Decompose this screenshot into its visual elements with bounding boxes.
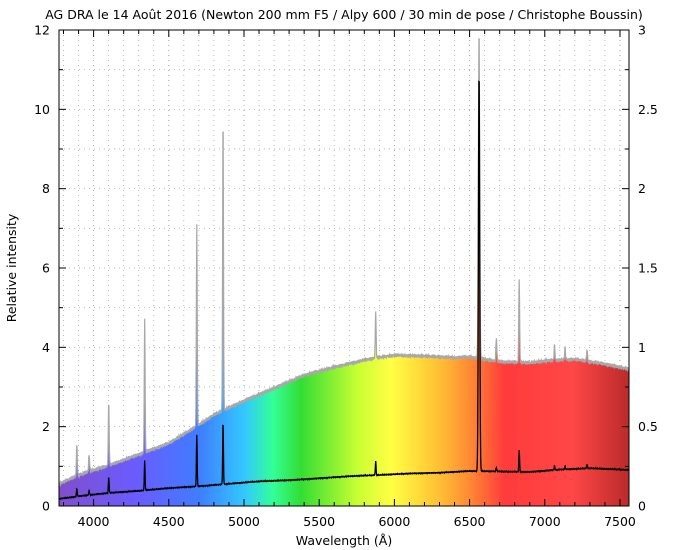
x-tick-label: 5000 [228,514,260,529]
y-tick-label: 10 [34,102,50,117]
y-tick-label: 8 [42,181,50,196]
x-tick-label: 5500 [303,514,335,529]
spectrum-fill-area [59,38,629,506]
y-tick-labels: 0 2 4 6 8 10 12 [34,23,50,514]
axis-ticks [59,29,629,507]
x-tick-label: 4000 [78,514,110,529]
x-tick-label: 7000 [529,514,561,529]
y2-tick-label: 3 [638,23,646,38]
y2-tick-label: 1.5 [638,261,658,276]
x-tick-label: 6000 [378,514,410,529]
y-tick-label: 4 [42,340,50,355]
y-tick-label: 0 [42,499,50,514]
y2-tick-label: 1 [638,340,646,355]
spectrum-outline-line [59,38,629,487]
x-tick-labels: 4000 4500 5000 5500 6000 6500 7000 7500 [78,514,636,529]
y2-tick-label: 0 [638,499,646,514]
y-tick-label: 2 [42,419,50,434]
y-tick-label: 6 [42,261,50,276]
x-tick-label: 6500 [454,514,486,529]
y-axis-title: Relative intensity [4,213,19,322]
y-tick-label: 12 [34,23,50,38]
y2-tick-label: 2 [638,181,646,196]
x-tick-label: 7500 [604,514,636,529]
chart-title: AG DRA le 14 Août 2016 (Newton 200 mm F5… [45,7,643,22]
x-tick-label: 4500 [153,514,185,529]
y2-tick-labels: 0 0.5 1 1.5 2 2.5 3 [638,23,658,514]
y2-tick-label: 0.5 [638,419,658,434]
y2-tick-label: 2.5 [638,102,658,117]
spectrum-black-line [59,80,629,500]
x-axis-title: Wavelength (Å) [296,533,392,548]
grid-lines [59,30,629,506]
